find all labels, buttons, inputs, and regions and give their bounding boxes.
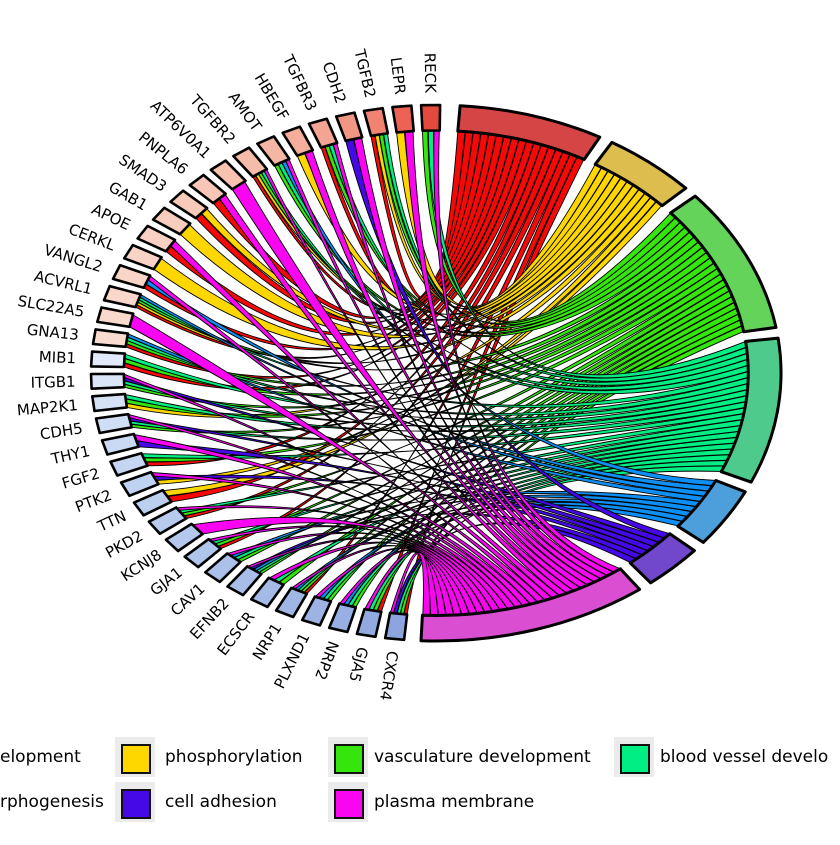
gene-box-GJA5: [355, 607, 383, 639]
gene-label-NRP2: NRP2: [311, 638, 342, 682]
gene-box-LEPR: [391, 104, 415, 134]
process-arc-term-red: [456, 104, 602, 161]
process-arc-cell-adhesion: [628, 532, 696, 585]
gene-box-FGF2: [109, 452, 149, 477]
gene-box-PKD2: [147, 506, 188, 535]
gene-box-AMOT: [256, 135, 291, 167]
legend-label-plasma-membrane: plasma membrane: [374, 792, 535, 812]
gene-label-CDH2: CDH2: [319, 59, 350, 105]
gene-box-GAB1: [151, 206, 192, 236]
gene-box-EFNB2: [226, 565, 263, 597]
gene-box-APOE: [136, 224, 177, 253]
gene-label-THY1: THY1: [49, 442, 92, 468]
gene-box-ECSCR: [249, 576, 285, 609]
gene-label-ACVRL1: ACVRL1: [32, 267, 94, 298]
gene-label-SLC22A5: SLC22A5: [16, 292, 85, 321]
gene-box-HBEGF: [281, 125, 315, 157]
gene-box-KCNJ8: [164, 522, 204, 553]
gene-label-CDH5: CDH5: [39, 419, 84, 443]
gene-box-MIB1: [89, 350, 127, 369]
legend-label-term-red: elopment: [0, 747, 81, 767]
gene-box-ITGB1: [89, 372, 126, 390]
process-arc-term-blue: [676, 479, 747, 544]
gene-label-LEPR: LEPR: [387, 56, 410, 95]
gene-box-TTN: [132, 488, 173, 517]
process-arc-blood-vessel-development: [719, 336, 783, 484]
gene-box-CAV1: [204, 552, 242, 584]
gene-label-NRP1: NRP1: [249, 620, 286, 664]
gene-box-RECK: [419, 103, 442, 132]
gene-boxes: [89, 103, 442, 642]
gene-box-PTK2: [119, 470, 160, 498]
gene-box-TGFBR3: [307, 117, 339, 149]
gene-box-GNA13: [91, 328, 130, 349]
legend: elopment phosphorylation vasculature devel…: [0, 735, 840, 845]
gene-box-CDH5: [94, 412, 133, 435]
gene-box-VANGL2: [111, 263, 152, 290]
legend-label-vasculature-development: vasculature development: [374, 747, 591, 767]
gene-box-CDH2: [334, 111, 364, 143]
gene-label-MAP2K1: MAP2K1: [16, 396, 79, 419]
gene-box-TGFB2: [362, 106, 390, 138]
process-arcs: [419, 104, 783, 643]
legend-label-term-blue: rphogenesis: [0, 792, 104, 812]
legend-color-square-vasculature-development: [334, 744, 364, 774]
gene-label-MIB1: MIB1: [38, 348, 76, 367]
gene-label-TGFB2: TGFB2: [350, 47, 379, 100]
legend-label-cell-adhesion: cell adhesion: [165, 792, 277, 812]
gene-box-PLXND1: [300, 595, 333, 627]
ribbons: [123, 130, 749, 616]
gene-box-NRP1: [274, 586, 309, 619]
process-arc-plasma-membrane: [419, 567, 642, 643]
legend-color-square-phosphorylation: [121, 744, 151, 774]
legend-color-square-cell-adhesion: [121, 789, 151, 819]
gene-box-SMAD3: [169, 189, 209, 220]
legend-key-tile: [614, 737, 654, 777]
gene-box-PNPLA6: [188, 173, 227, 205]
gene-box-CXCR4: [383, 611, 409, 642]
legend-color-square-plasma-membrane: [334, 789, 364, 819]
gene-box-SLC22A5: [96, 306, 135, 329]
gene-box-MAP2K1: [91, 392, 129, 413]
gene-label-GNA13: GNA13: [26, 321, 80, 344]
gene-box-THY1: [100, 432, 140, 456]
gene-box-CERKL: [122, 243, 163, 271]
gene-box-ACVRL1: [102, 284, 142, 309]
gene-label-ITGB1: ITGB1: [30, 373, 75, 392]
gene-box-TGFBR2: [232, 146, 269, 178]
process-arc-vasculature-development: [669, 194, 778, 334]
legend-color-square-blood-vessel-development: [620, 744, 650, 774]
gene-box-GJA1: [183, 537, 222, 569]
legend-label-phosphorylation: phosphorylation: [165, 747, 303, 767]
gene-box-ATP6V0A1: [209, 159, 247, 191]
gene-label-PTK2: PTK2: [73, 486, 115, 516]
gene-label-RECK: RECK: [421, 53, 440, 95]
legend-label-blood-vessel-development: blood vessel develo: [660, 747, 829, 767]
legend-key-tile: [328, 737, 368, 777]
gene-label-CXCR4: CXCR4: [376, 650, 401, 702]
gene-box-NRP2: [327, 602, 358, 634]
gene-label-TTN: TTN: [94, 507, 129, 536]
legend-key-tile: [115, 782, 155, 822]
process-arc-phosphorylation: [593, 140, 688, 208]
legend-key-tile: [115, 737, 155, 777]
gene-label-FGF2: FGF2: [60, 464, 102, 492]
gene-label-GJA5: GJA5: [345, 645, 372, 684]
legend-key-tile: [328, 782, 368, 822]
